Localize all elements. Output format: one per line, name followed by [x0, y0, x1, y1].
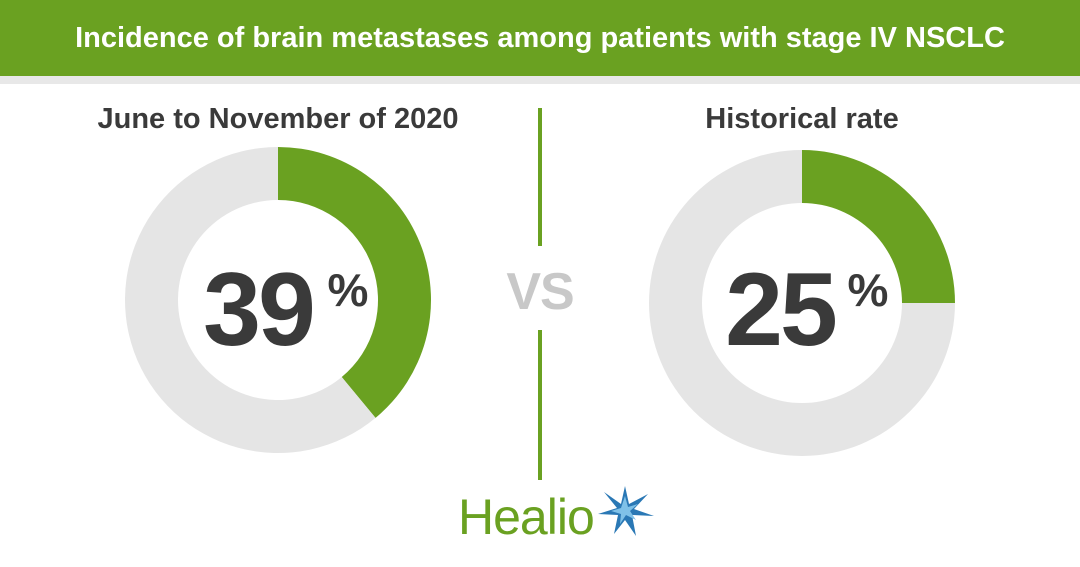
- donut-1-unit-label: %: [848, 264, 889, 316]
- donut-1-value-slice: [802, 150, 955, 303]
- chart-title-right: Historical rate: [705, 103, 899, 135]
- donut-0-remainder-slice: [125, 147, 376, 453]
- chart-title-left: June to November of 2020: [97, 103, 459, 135]
- donut-0-unit-label: %: [328, 264, 369, 316]
- page-title: Incidence of brain metastases among pati…: [75, 21, 1005, 54]
- donut-0-value-slice: [278, 147, 431, 418]
- logo-text: Healio: [458, 489, 595, 545]
- header-underline: [0, 76, 1080, 84]
- donut-0-value-label: 39: [203, 252, 313, 368]
- healio-logo: Healio: [458, 480, 658, 550]
- donut-1-remainder-slice: [649, 150, 955, 456]
- donut-1-value-label: 25: [725, 252, 835, 368]
- header-banner: Incidence of brain metastases among pati…: [0, 0, 1080, 76]
- divider-line-bottom: [538, 330, 542, 480]
- divider-line-top: [538, 108, 542, 246]
- star-burst-icon: [598, 486, 654, 536]
- vs-label: VS: [506, 263, 574, 321]
